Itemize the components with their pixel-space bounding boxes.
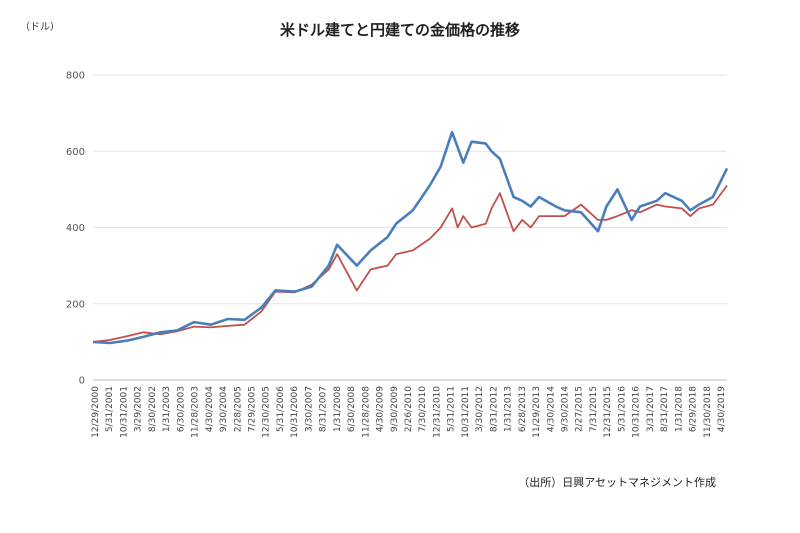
x-tick-label: 10/31/2001: [119, 386, 129, 438]
x-tick-label: 11/28/2003: [191, 386, 201, 438]
x-tick-label: 1/31/2018: [674, 386, 684, 432]
y-axis-ticks: 0 200 400 600 800: [66, 71, 85, 387]
y-tick-label: 600: [66, 147, 85, 158]
source-note: （出所）日興アセットマネジメント作成: [518, 475, 716, 489]
x-tick-label: 12/31/2010: [432, 386, 442, 438]
x-tick-label: 2/26/2010: [404, 386, 414, 432]
x-tick-label: 12/31/2015: [603, 386, 613, 438]
x-tick-label: 2/28/2005: [233, 386, 243, 432]
x-tick-label: 4/30/2004: [205, 386, 215, 432]
x-tick-label: 5/31/2011: [447, 386, 457, 432]
x-tick-label: 12/29/2000: [91, 386, 101, 438]
x-tick-label: 3/29/2002: [134, 386, 144, 432]
x-tick-label: 12/30/2005: [262, 386, 272, 438]
x-tick-label: 3/30/2007: [304, 386, 314, 432]
x-tick-label: 9/30/2009: [390, 386, 400, 432]
y-tick-label: 200: [66, 299, 85, 310]
x-tick-label: 3/30/2012: [475, 386, 485, 432]
x-tick-label: 4/30/2009: [376, 386, 386, 432]
y-tick-label: 800: [66, 71, 85, 82]
grid: [93, 74, 727, 381]
x-tick-label: 10/31/2016: [632, 386, 642, 438]
series-line-jpy: [92, 185, 728, 343]
x-tick-label: 11/30/2018: [703, 386, 713, 438]
x-tick-label: 10/31/2006: [290, 386, 300, 438]
x-tick-label: 4/30/2019: [717, 386, 727, 432]
x-tick-label: 7/31/2015: [589, 386, 599, 432]
x-tick-label: 1/31/2008: [333, 386, 343, 432]
x-axis-ticks: 12/29/2000 5/31/2001 10/31/2001 3/29/2002 8/…: [91, 386, 727, 438]
x-tick-label: 3/31/2017: [646, 386, 656, 432]
series-line-usd: [92, 130, 729, 345]
x-tick-label: 7/29/2005: [248, 386, 258, 432]
x-tick-label: 1/31/2013: [504, 386, 514, 432]
x-tick-label: 6/28/2013: [518, 386, 528, 432]
x-tick-label: 4/30/2014: [546, 386, 556, 432]
y-unit-label: （ドル）: [20, 21, 60, 33]
x-tick-label: 8/31/2007: [319, 386, 329, 432]
x-tick-label: 6/30/2003: [176, 386, 186, 432]
x-tick-label: 7/30/2010: [418, 386, 428, 432]
x-tick-label: 1/31/2003: [162, 386, 172, 432]
x-tick-label: 9/30/2004: [219, 386, 229, 432]
x-tick-label: 11/28/2008: [361, 386, 371, 438]
x-tick-label: 10/31/2011: [461, 386, 471, 438]
x-tick-label: 8/31/2017: [660, 386, 670, 432]
x-tick-label: 9/30/2014: [561, 386, 571, 432]
x-tick-label: 2/27/2015: [575, 386, 585, 432]
x-tick-label: 11/29/2013: [532, 386, 542, 438]
series-lines: [92, 130, 729, 345]
y-tick-label: 400: [66, 223, 85, 234]
x-tick-label: 6/30/2008: [347, 386, 357, 432]
x-tick-label: 6/29/2018: [689, 386, 699, 432]
chart-title: 米ドル建てと円建ての金価格の推移: [280, 21, 520, 39]
x-tick-label: 5/31/2016: [617, 386, 627, 432]
x-tick-label: 5/31/2006: [276, 386, 286, 432]
x-tick-label: 8/31/2012: [489, 386, 499, 432]
x-tick-label: 5/31/2001: [105, 386, 115, 432]
x-tick-label: 8/30/2002: [148, 386, 158, 432]
y-tick-label: 0: [79, 376, 85, 387]
